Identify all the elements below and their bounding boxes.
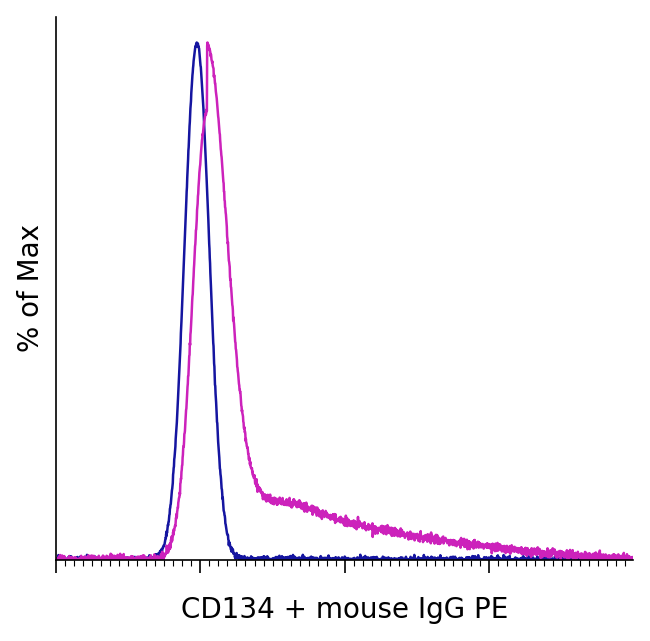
X-axis label: CD134 + mouse IgG PE: CD134 + mouse IgG PE (181, 596, 508, 624)
Y-axis label: % of Max: % of Max (17, 224, 45, 352)
